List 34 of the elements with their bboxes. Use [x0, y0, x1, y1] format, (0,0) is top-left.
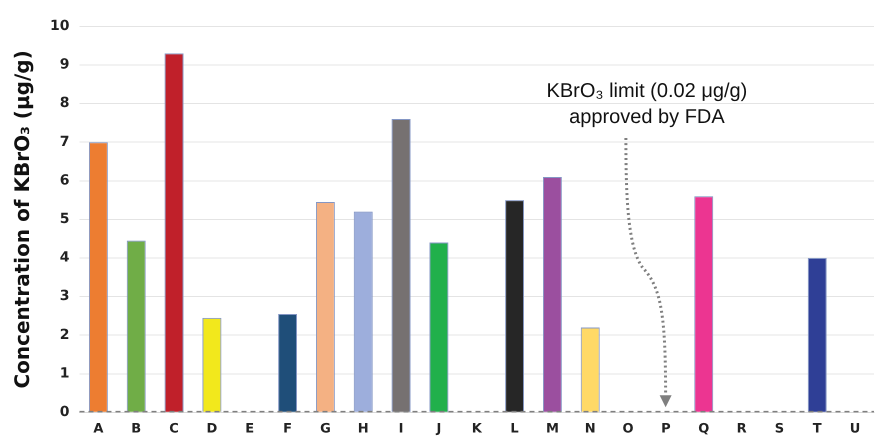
y-tick-label: 9 — [60, 56, 70, 73]
y-tick-label: 1 — [60, 365, 70, 382]
x-tick-label: U — [850, 422, 860, 437]
y-tick-label: 0 — [60, 404, 70, 420]
x-tick-label: O — [622, 422, 634, 437]
y-tick-label: 7 — [60, 134, 70, 150]
y-tick-label: 2 — [60, 326, 70, 343]
x-tick-label: P — [661, 422, 671, 437]
y-tick-label: 3 — [60, 288, 70, 304]
x-tick-label: F — [283, 422, 292, 437]
x-tick-label: H — [358, 422, 369, 437]
x-tick-label: T — [812, 422, 822, 437]
y-tick-label: 6 — [60, 172, 70, 188]
x-tick-label: C — [169, 422, 179, 437]
x-tick-label: J — [435, 422, 442, 437]
x-tick-label: D — [206, 422, 218, 437]
x-tick-label: G — [320, 422, 331, 437]
y-tick-label: 10 — [50, 18, 70, 34]
x-tick-label: K — [472, 422, 483, 437]
y-axis-title: Concentration of KBrO₃ (μg/g) — [10, 50, 34, 389]
y-tick-label: 4 — [60, 250, 70, 266]
y-tick-label: 5 — [60, 211, 70, 228]
x-tick-label: B — [131, 422, 142, 437]
x-tick-label: R — [736, 422, 747, 437]
x-tick-label: I — [398, 422, 404, 437]
y-tick-label: 8 — [60, 95, 70, 112]
x-tick-label: A — [93, 422, 104, 437]
x-tick-label: N — [584, 422, 596, 437]
x-tick-label: E — [245, 422, 254, 437]
x-tick-label: M — [546, 422, 559, 437]
x-tick-label: L — [510, 422, 519, 437]
x-tick-label: S — [774, 422, 784, 437]
annotation: KBrO₃ limit (0.02 μg/g) approved by FDA — [545, 79, 748, 130]
x-tick-label: Q — [698, 422, 710, 437]
